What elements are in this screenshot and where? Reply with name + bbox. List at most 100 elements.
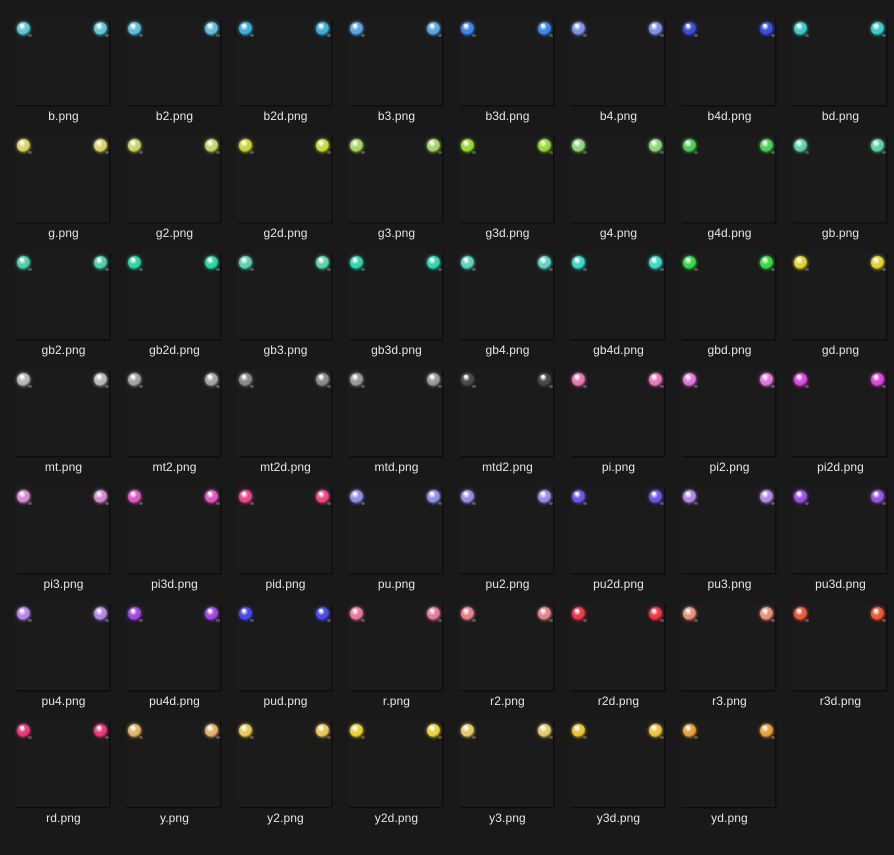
- file-thumbnail: [126, 369, 220, 456]
- gem-bullet-icon: [572, 490, 587, 505]
- file-thumbnail: [15, 369, 109, 456]
- file-item[interactable]: pu4d.png: [119, 597, 230, 714]
- gem-bullet-icon: [538, 22, 553, 37]
- file-thumbnail: [459, 18, 553, 105]
- file-thumbnail: [570, 252, 664, 339]
- gem-bullet-icon: [760, 607, 775, 622]
- file-item[interactable]: y3d.png: [563, 714, 674, 831]
- file-item[interactable]: r.png: [341, 597, 452, 714]
- file-item[interactable]: b4d.png: [674, 12, 785, 129]
- gem-bullet-icon: [538, 607, 553, 622]
- file-name: b.png: [48, 109, 79, 123]
- gem-bullet-icon: [239, 139, 254, 154]
- file-name: y.png: [160, 811, 189, 825]
- file-thumbnail: [126, 720, 220, 807]
- file-thumbnail: [792, 603, 886, 690]
- file-item[interactable]: g3.png: [341, 129, 452, 246]
- file-item[interactable]: bd.png: [785, 12, 894, 129]
- file-item[interactable]: rd.png: [8, 714, 119, 831]
- file-item[interactable]: mtd.png: [341, 363, 452, 480]
- file-item[interactable]: g.png: [8, 129, 119, 246]
- file-name: g3.png: [377, 226, 416, 240]
- file-item[interactable]: mt2d.png: [230, 363, 341, 480]
- file-thumbnail: [570, 720, 664, 807]
- file-item[interactable]: g3d.png: [452, 129, 563, 246]
- file-item[interactable]: b.png: [8, 12, 119, 129]
- file-item[interactable]: gb3d.png: [341, 246, 452, 363]
- file-item[interactable]: pi3d.png: [119, 480, 230, 597]
- file-item[interactable]: pu4.png: [8, 597, 119, 714]
- file-thumbnail: [459, 486, 553, 573]
- file-item[interactable]: pu3d.png: [785, 480, 894, 597]
- file-item[interactable]: gb4.png: [452, 246, 563, 363]
- file-item[interactable]: pid.png: [230, 480, 341, 597]
- file-item[interactable]: b2d.png: [230, 12, 341, 129]
- file-item[interactable]: pu.png: [341, 480, 452, 597]
- file-item[interactable]: gb4d.png: [563, 246, 674, 363]
- file-item[interactable]: gb3.png: [230, 246, 341, 363]
- file-item[interactable]: gd.png: [785, 246, 894, 363]
- file-name: pi.png: [601, 460, 636, 474]
- file-name: b4d.png: [707, 109, 752, 123]
- file-item[interactable]: pi3.png: [8, 480, 119, 597]
- file-item[interactable]: gbd.png: [674, 246, 785, 363]
- file-item[interactable]: r2.png: [452, 597, 563, 714]
- gem-bullet-icon: [17, 373, 32, 388]
- file-item[interactable]: r3.png: [674, 597, 785, 714]
- file-item[interactable]: gb2d.png: [119, 246, 230, 363]
- file-name: g4.png: [599, 226, 638, 240]
- file-item[interactable]: g2d.png: [230, 129, 341, 246]
- file-name: pu4d.png: [149, 694, 200, 708]
- file-name: pu3d.png: [815, 577, 866, 591]
- gem-bullet-icon: [350, 22, 365, 37]
- gem-bullet-icon: [683, 256, 698, 271]
- file-thumbnail: [792, 369, 886, 456]
- file-item[interactable]: r3d.png: [785, 597, 894, 714]
- file-thumbnail: [681, 135, 775, 222]
- file-name: gd.png: [821, 343, 860, 357]
- file-item[interactable]: mt.png: [8, 363, 119, 480]
- file-name: y3.png: [489, 811, 526, 825]
- file-item[interactable]: yd.png: [674, 714, 785, 831]
- file-item[interactable]: g4d.png: [674, 129, 785, 246]
- file-item[interactable]: gb2.png: [8, 246, 119, 363]
- file-item[interactable]: pi.png: [563, 363, 674, 480]
- file-name: r2d.png: [597, 694, 640, 708]
- gem-bullet-icon: [128, 607, 143, 622]
- file-item[interactable]: b4.png: [563, 12, 674, 129]
- file-item[interactable]: y3.png: [452, 714, 563, 831]
- file-item[interactable]: mtd2.png: [452, 363, 563, 480]
- file-item[interactable]: y2.png: [230, 714, 341, 831]
- gem-bullet-icon: [239, 22, 254, 37]
- gem-bullet-icon: [17, 607, 32, 622]
- file-name: y2d.png: [374, 811, 419, 825]
- file-item[interactable]: b3d.png: [452, 12, 563, 129]
- file-item[interactable]: b2.png: [119, 12, 230, 129]
- gem-bullet-icon: [572, 139, 587, 154]
- file-item[interactable]: g2.png: [119, 129, 230, 246]
- file-item[interactable]: pu2d.png: [563, 480, 674, 597]
- file-item[interactable]: g4.png: [563, 129, 674, 246]
- file-item[interactable]: y2d.png: [341, 714, 452, 831]
- file-item[interactable]: y.png: [119, 714, 230, 831]
- file-item[interactable]: mt2.png: [119, 363, 230, 480]
- file-thumbnail: [681, 720, 775, 807]
- file-thumbnail: [792, 486, 886, 573]
- file-thumbnail: [237, 18, 331, 105]
- gem-bullet-icon: [128, 373, 143, 388]
- gem-bullet-icon: [94, 256, 109, 271]
- file-item[interactable]: gb.png: [785, 129, 894, 246]
- file-name: bd.png: [821, 109, 860, 123]
- file-item[interactable]: pu3.png: [674, 480, 785, 597]
- file-item[interactable]: pu2.png: [452, 480, 563, 597]
- file-item[interactable]: r2d.png: [563, 597, 674, 714]
- file-item[interactable]: pud.png: [230, 597, 341, 714]
- gem-bullet-icon: [572, 22, 587, 37]
- file-name: r.png: [382, 694, 411, 708]
- file-thumbnail: [570, 603, 664, 690]
- gem-bullet-icon: [683, 490, 698, 505]
- file-item[interactable]: b3.png: [341, 12, 452, 129]
- file-thumbnail: [348, 135, 442, 222]
- file-item[interactable]: pi2d.png: [785, 363, 894, 480]
- file-item[interactable]: pi2.png: [674, 363, 785, 480]
